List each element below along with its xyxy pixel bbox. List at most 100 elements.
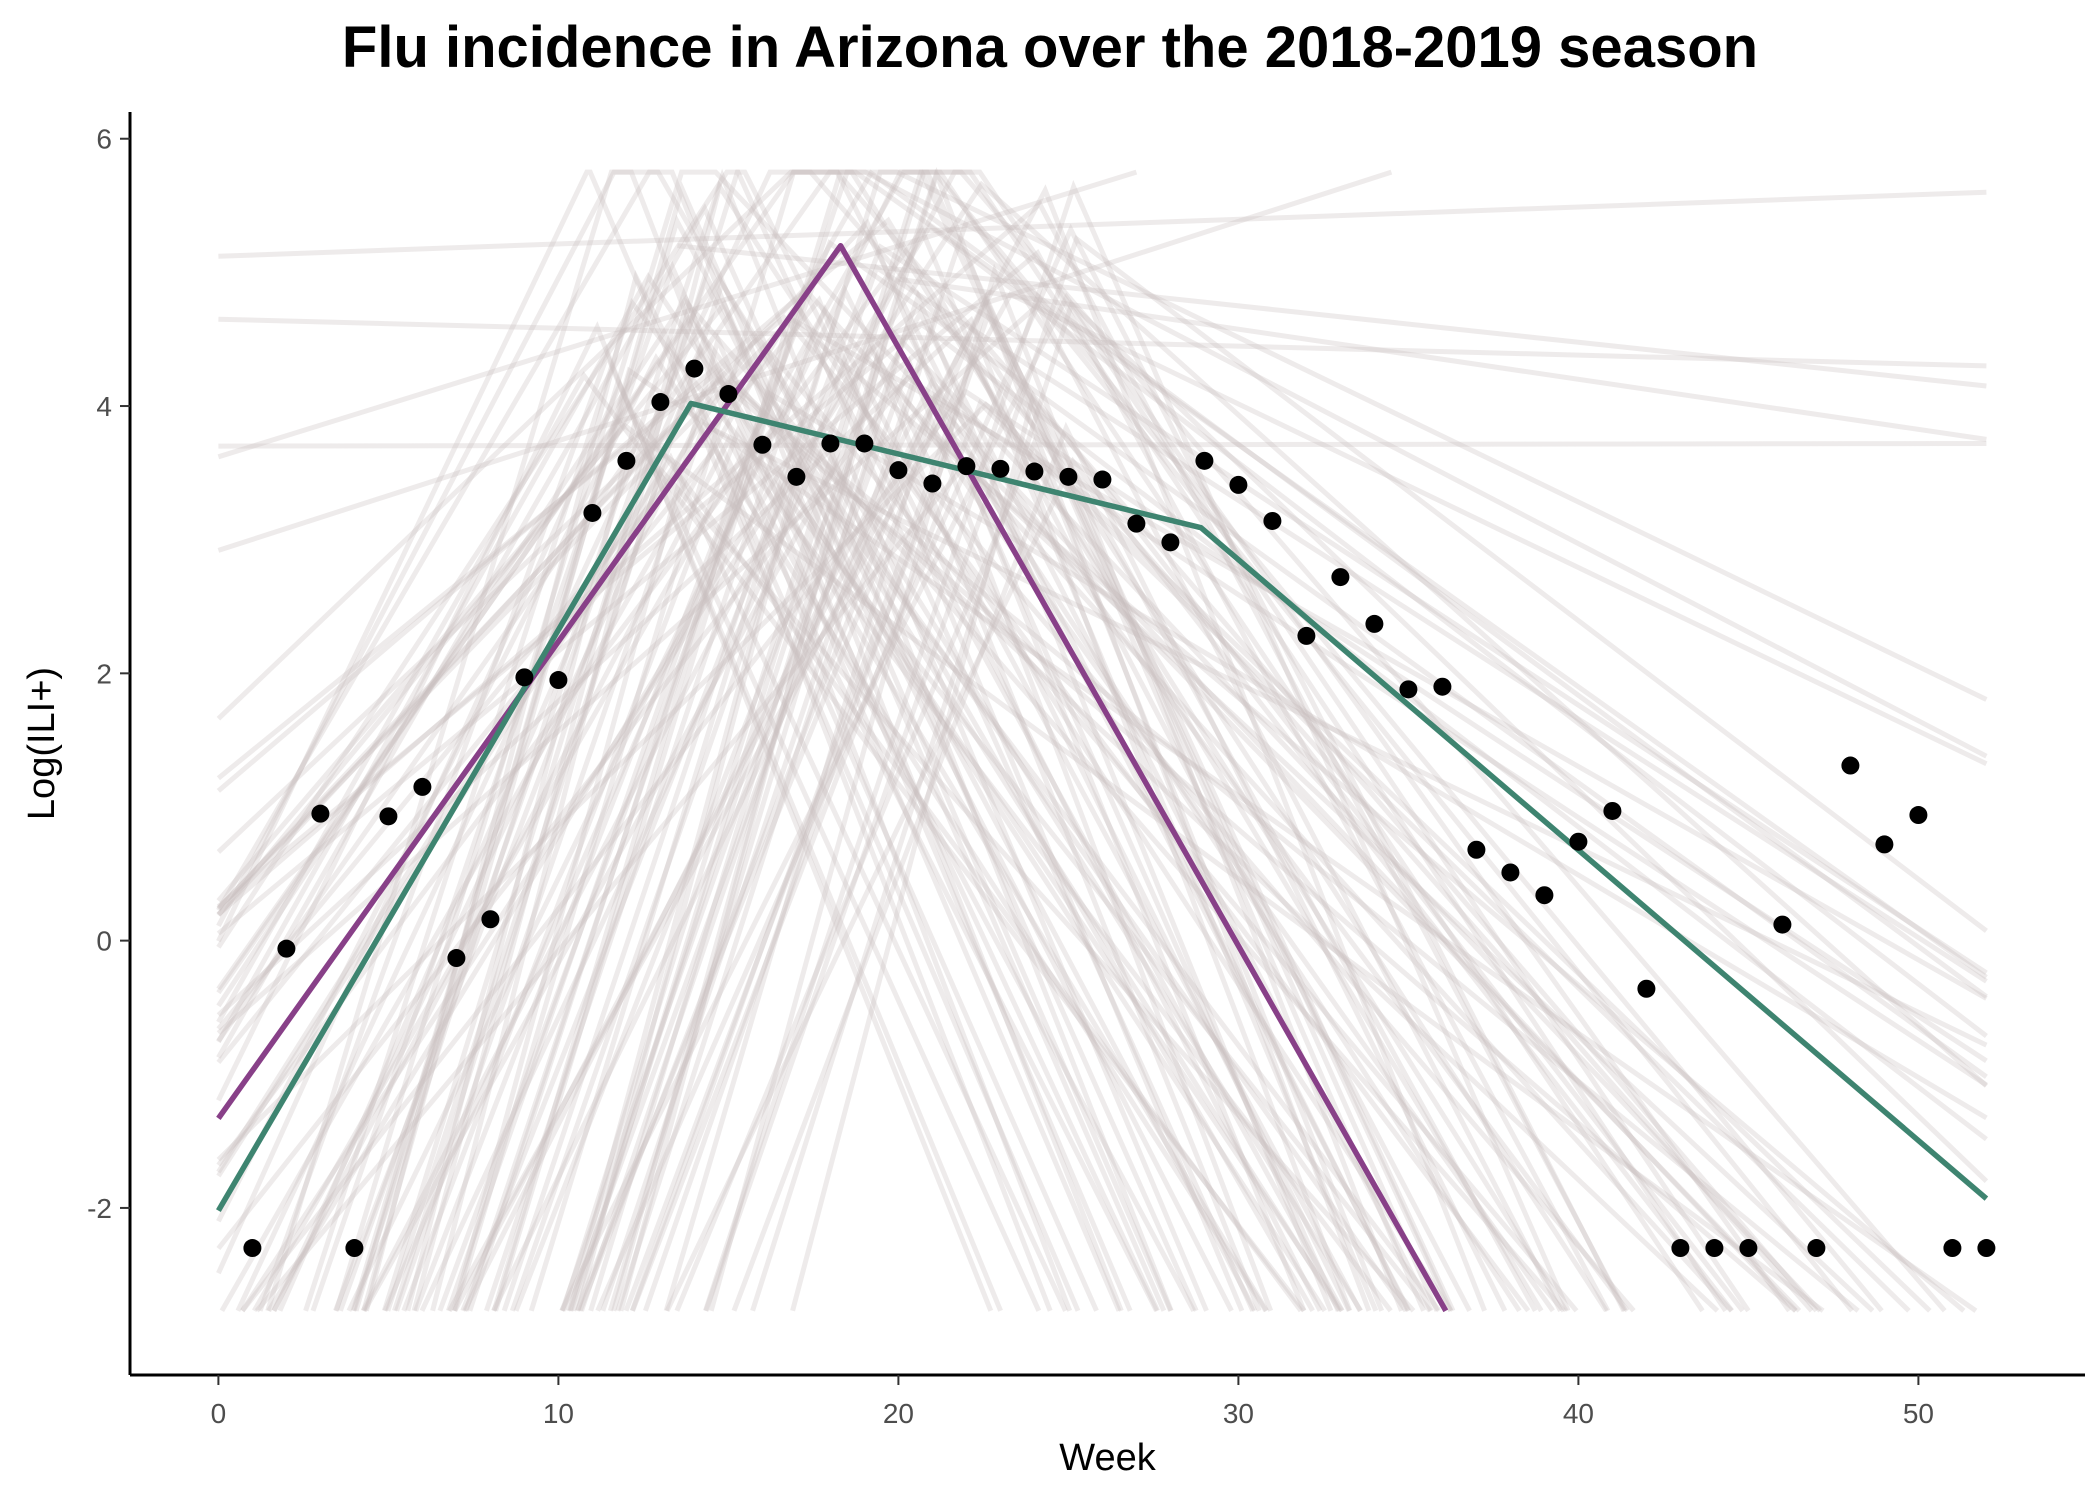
- sample-line: [216, 272, 1344, 1313]
- sample-line: [731, 421, 1508, 1312]
- data-point: [617, 451, 636, 470]
- chart-title: Flu incidence in Arizona over the 2018-2…: [341, 15, 1759, 80]
- data-point: [1875, 835, 1894, 854]
- sample-line: [240, 180, 1989, 1313]
- sample-line: [898, 276, 1987, 442]
- sample-line: [575, 455, 1342, 1313]
- data-point: [447, 949, 466, 968]
- data-point: [957, 457, 976, 476]
- sample-line: [271, 434, 1196, 1312]
- sample-line: [216, 321, 994, 1312]
- sample-line: [216, 169, 1081, 1312]
- data-point: [1977, 1239, 1996, 1258]
- x-axis-title: Week: [1059, 1437, 1156, 1479]
- sample-line: [452, 169, 1814, 1313]
- y-tick-label: 6: [96, 124, 112, 155]
- data-point: [413, 777, 432, 796]
- sample-line: [216, 293, 1160, 1312]
- sample-line: [271, 367, 1720, 1313]
- sample-line: [217, 169, 1393, 553]
- sample-line: [216, 216, 1544, 1313]
- data-point: [583, 503, 602, 522]
- sample-line: [353, 366, 1978, 1313]
- x-ticks-group: 0 10 20 30 40 50: [211, 1375, 1934, 1429]
- data-point: [379, 807, 398, 826]
- data-point: [787, 467, 806, 486]
- sample-line: [216, 203, 1199, 1312]
- data-point: [1297, 626, 1316, 645]
- sample-line: [216, 422, 1825, 1313]
- sample-line: [629, 309, 1538, 1313]
- sample-line: [361, 181, 1173, 1312]
- sample-line: [571, 169, 1751, 1313]
- data-point: [889, 461, 908, 480]
- x-tick-label: 20: [883, 1398, 914, 1429]
- data-point: [1841, 756, 1860, 775]
- data-point: [719, 385, 738, 404]
- y-tick-label: 0: [96, 926, 112, 957]
- sample-line: [216, 452, 1068, 1312]
- sample-line: [218, 441, 1987, 449]
- sample-line: [382, 169, 1323, 1312]
- data-point: [277, 939, 296, 958]
- sample-line: [350, 214, 1258, 1312]
- x-tick-label: 0: [211, 1398, 227, 1429]
- sample-line: [218, 316, 1987, 369]
- data-point: [243, 1239, 262, 1258]
- sample-line: [217, 169, 1138, 460]
- sample-line: [663, 393, 1341, 1312]
- sample-line: [588, 166, 1372, 1312]
- sample-lines-group: [216, 166, 1989, 1313]
- sample-line: [277, 343, 1327, 1313]
- sample-line: [216, 169, 1256, 1312]
- sample-line: [595, 223, 1627, 1312]
- data-point: [923, 474, 942, 493]
- sample-line: [266, 222, 1988, 1313]
- sample-line: [219, 169, 1988, 1313]
- data-point: [651, 393, 670, 412]
- sample-line: [452, 184, 1487, 1312]
- sample-line: [216, 371, 1307, 1313]
- data-point: [1705, 1239, 1724, 1258]
- sample-line: [382, 304, 1363, 1312]
- data-point: [1671, 1239, 1690, 1258]
- data-point: [1569, 832, 1588, 851]
- sample-line: [216, 169, 1569, 1313]
- data-point: [1535, 886, 1554, 905]
- data-point: [753, 435, 772, 454]
- sample-line: [493, 169, 1819, 1313]
- data-point: [1603, 801, 1622, 820]
- sample-line: [411, 297, 1566, 1313]
- sample-line: [630, 399, 1911, 1313]
- sample-line: [419, 343, 1555, 1313]
- sample-line: [513, 454, 1209, 1312]
- axes-group: [128, 112, 2085, 1377]
- sample-line: [351, 168, 1174, 1312]
- sample-line: [385, 277, 1363, 1313]
- sample-line: [235, 169, 1988, 1312]
- sample-line: [447, 291, 1988, 1313]
- data-point: [1773, 915, 1792, 934]
- data-point: [1161, 533, 1180, 552]
- sample-line: [216, 401, 1932, 1313]
- sample-line: [664, 456, 1734, 1313]
- sample-line: [334, 169, 1798, 1313]
- sample-line: [310, 260, 1122, 1312]
- sample-line: [574, 293, 1426, 1312]
- fit-line-2: [216, 400, 1989, 1212]
- data-point: [1229, 475, 1248, 494]
- data-point: [1025, 462, 1044, 481]
- fit-lines-group: [216, 242, 1989, 1313]
- sample-line: [677, 243, 1987, 389]
- y-tick-label: -2: [87, 1193, 112, 1224]
- data-point: [1365, 614, 1384, 633]
- sample-line: [674, 436, 1385, 1312]
- data-point: [821, 434, 840, 453]
- sample-line: [467, 389, 1988, 1312]
- data-point: [1909, 806, 1928, 825]
- data-point: [311, 804, 330, 823]
- y-axis-title: Log(ILI+): [21, 667, 63, 820]
- y-tick-label: 2: [96, 658, 112, 689]
- sample-line: [216, 169, 1124, 1312]
- sample-line: [216, 375, 1860, 1313]
